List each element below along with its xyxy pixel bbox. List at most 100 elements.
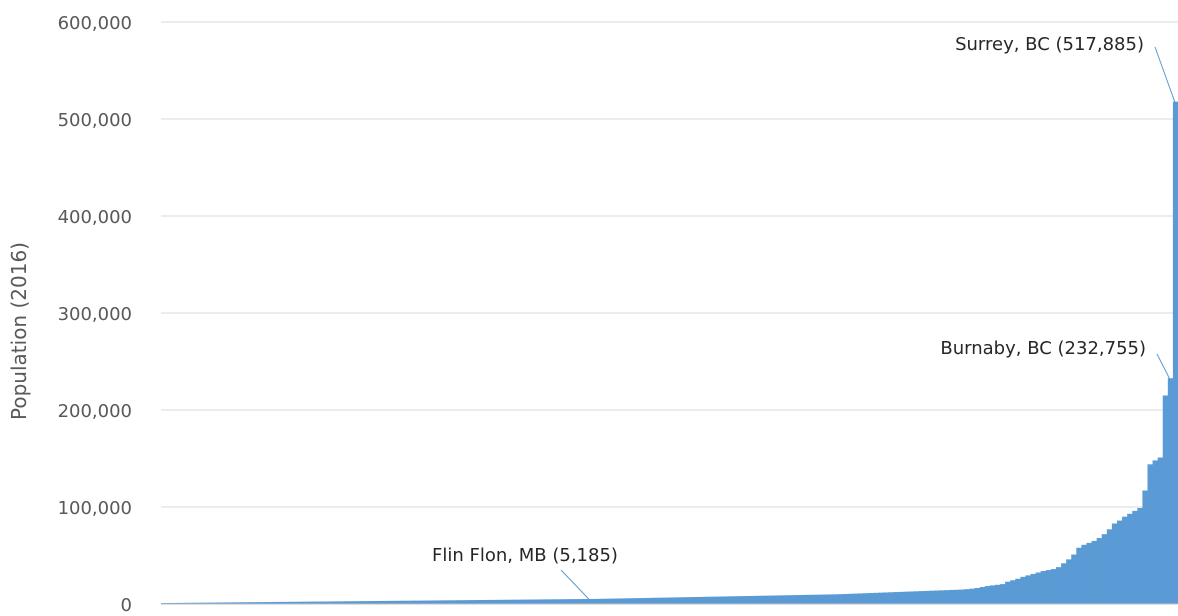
bar [872,592,879,604]
bar [532,599,538,604]
bar [384,600,391,604]
bar [669,597,676,604]
bar [603,598,610,604]
bar [1137,507,1143,604]
bar [857,593,864,604]
bar [206,602,213,604]
bar [700,596,706,604]
bar [933,590,940,604]
bar [211,602,218,604]
bar [786,595,793,604]
bar [1122,516,1128,604]
bar [400,600,406,604]
bar [638,598,645,604]
bar [654,597,660,604]
bar [750,595,757,604]
bar [176,602,182,604]
bar [755,595,762,604]
bar [674,597,681,604]
bar [659,597,666,604]
bar [608,598,615,604]
annotation-label: Burnaby, BC (232,755) [940,338,1146,359]
bar [1152,460,1159,604]
bar [186,602,193,604]
y-tick-label: 300,000 [58,304,132,325]
bar [440,600,447,604]
bar [1116,520,1123,604]
bar [242,602,249,604]
bar [552,599,559,604]
bar [893,592,899,604]
bar [313,601,320,604]
bar [262,602,269,604]
bar [308,601,315,604]
bar [710,596,716,604]
bar [557,599,564,604]
bar [735,596,742,604]
bar [903,591,910,604]
annotation-leader-line [560,569,592,602]
bar [222,602,228,604]
bar [745,596,752,604]
y-tick-label: 0 [121,595,132,616]
bar [862,593,869,604]
bar [969,588,976,604]
bar [684,597,691,604]
bar [883,592,889,604]
bar [247,602,254,604]
gridlines [161,21,1178,508]
bar [1132,510,1138,604]
bar [349,601,355,604]
bar [979,587,986,604]
bar [425,600,432,604]
bar [974,588,981,604]
bar [430,600,437,604]
bar [1010,580,1016,604]
bar [1127,513,1133,604]
bar [537,599,543,604]
bar [816,594,823,604]
bar [486,599,493,604]
y-tick-label: 200,000 [58,401,132,422]
bar [989,585,996,604]
bar [959,589,966,604]
bar [994,584,1001,604]
bar [1172,101,1178,605]
bar [420,600,427,604]
bar [664,597,671,604]
bar [1015,578,1021,604]
bar [918,591,925,604]
annotation-leader-line [1154,46,1176,104]
bar [588,598,594,604]
bar [577,599,584,604]
bar [598,598,604,604]
bar [466,600,472,604]
bar [984,586,991,604]
bar [476,600,482,604]
bar [196,602,203,604]
bar [877,592,884,604]
bar [766,595,772,604]
bar [923,590,930,604]
bar [201,602,208,604]
bar [944,590,950,604]
bar [613,598,620,604]
bar [730,596,737,604]
bar [720,596,727,604]
bar [867,593,874,604]
bar [542,599,549,604]
bar [628,598,635,604]
y-tick-label: 400,000 [58,207,132,228]
bar [318,601,325,604]
bar [1096,538,1103,604]
bar [1055,567,1062,604]
bar [1111,523,1118,604]
bar [791,595,798,604]
y-tick-label: 500,000 [58,110,132,131]
bar [298,601,304,604]
bar [405,600,411,604]
bar [1086,542,1093,604]
bar [369,601,376,604]
bar [471,600,477,604]
bar [679,597,686,604]
